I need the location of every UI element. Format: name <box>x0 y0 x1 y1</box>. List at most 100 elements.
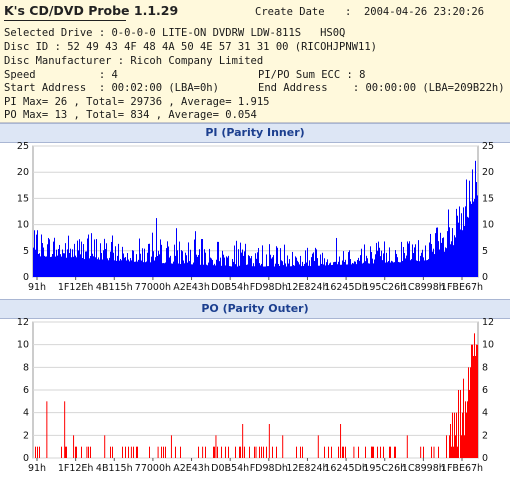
pi-bar <box>67 249 68 277</box>
pi-bar <box>195 231 196 277</box>
selected-drive: Selected Drive : 0-0-0-0 LITE-ON DVDRW L… <box>4 27 346 39</box>
pi-bar <box>190 249 191 277</box>
pi-bar <box>420 255 421 277</box>
po-bar <box>198 446 199 458</box>
po-bar <box>472 344 473 458</box>
pi-bar <box>340 264 341 277</box>
pi-bar <box>231 266 232 277</box>
pi-bar <box>139 238 140 277</box>
pi-bar <box>444 251 445 277</box>
pi-bar <box>329 263 330 277</box>
po-bar <box>342 446 343 458</box>
pi-bar <box>189 261 190 277</box>
pi-bar <box>97 259 98 277</box>
pi-bar <box>368 263 369 277</box>
pi-bar <box>41 234 42 277</box>
pi-bar <box>220 257 221 277</box>
po-bar <box>468 367 469 458</box>
pi-bar <box>417 260 418 277</box>
pi-bar <box>230 266 231 277</box>
pi-bar <box>301 266 302 277</box>
pi-bar <box>422 249 423 277</box>
po-bar <box>239 446 240 458</box>
pi-bar <box>330 262 331 277</box>
po-bar <box>149 446 150 458</box>
pi-bar <box>56 249 57 277</box>
pi-bar <box>470 201 471 277</box>
pi-bar <box>378 241 379 277</box>
pi-bar <box>278 263 279 277</box>
pi-bar <box>62 249 63 277</box>
pi-bar <box>184 263 185 277</box>
po-chart-title: PO (Parity Outer) <box>201 302 309 315</box>
pi-bar <box>196 254 197 277</box>
pi-bar <box>423 257 424 277</box>
po-spike <box>317 435 319 458</box>
pi-bar <box>411 259 412 277</box>
pi-bar <box>380 256 381 277</box>
pi-bar <box>42 243 43 277</box>
pi-bar <box>248 255 249 277</box>
pi-bar <box>85 251 86 277</box>
pi-bar <box>84 259 85 277</box>
pi-bar <box>78 250 79 277</box>
pi-bar <box>308 265 309 277</box>
pi-bar <box>386 252 387 277</box>
pi-bar <box>157 255 158 277</box>
pi-bar <box>228 255 229 277</box>
pi-bar <box>158 250 159 277</box>
pi-bar <box>334 261 335 277</box>
pi-bar <box>221 265 222 277</box>
pi-bar <box>133 250 134 277</box>
po-spike <box>202 446 204 458</box>
po-bar <box>469 390 470 458</box>
pi-bar <box>305 250 306 277</box>
po-bar <box>452 412 453 458</box>
pi-bar <box>112 235 113 277</box>
pi-bar <box>258 247 259 277</box>
pi-bar <box>346 264 347 277</box>
pi-bar <box>255 253 256 277</box>
po-bar <box>438 446 439 458</box>
y-tick-label-right: 12 <box>482 318 494 328</box>
pi-bar <box>166 248 167 277</box>
pi-bar <box>289 259 290 277</box>
pi-bar <box>388 261 389 277</box>
po-bar <box>228 446 229 458</box>
x-tick-label: 1C8998h <box>402 463 445 474</box>
pi-bar <box>412 244 413 277</box>
pi-bar <box>36 234 37 277</box>
pi-bar <box>235 264 236 277</box>
pi-bar <box>458 222 459 277</box>
pi-bar <box>405 258 406 277</box>
disc-info-panel: K's CD/DVD Probe 1.1.29 Create Date : 20… <box>0 0 510 123</box>
pi-bar <box>144 248 145 277</box>
pi-bar <box>90 256 91 277</box>
po-bar <box>338 446 339 458</box>
pi-bar <box>214 263 215 277</box>
pi-bar <box>269 244 270 277</box>
pi-bar <box>475 160 476 277</box>
pi-bar <box>332 264 333 277</box>
pi-bar <box>429 242 430 277</box>
y-tick-label-left: 25 <box>17 142 29 152</box>
po-bar <box>235 446 236 458</box>
pi-bar <box>426 260 427 277</box>
y-tick-label-left: 20 <box>17 167 29 178</box>
pi-bar <box>445 247 446 277</box>
po-bar <box>272 446 273 458</box>
pi-chart: 0 0 5 5 10 10 15 15 20 20 25 25 91h 1F12Eh 4B115h 77000… <box>17 142 494 293</box>
pi-bar <box>347 264 348 277</box>
po-stats: PO Max= 13 , Total= 834 , Average= 0.054 <box>4 109 257 121</box>
pi-bar <box>111 241 112 277</box>
po-bar <box>163 446 164 458</box>
pi-bar <box>99 259 100 277</box>
x-tick-label: 1FBE67h <box>441 463 483 474</box>
pi-bar <box>262 245 263 277</box>
pi-bar <box>384 241 385 277</box>
po-spike <box>433 446 435 458</box>
po-bar <box>61 446 62 458</box>
pi-bar <box>167 241 168 277</box>
pi-bar <box>435 233 436 277</box>
pi-bar <box>240 242 241 277</box>
